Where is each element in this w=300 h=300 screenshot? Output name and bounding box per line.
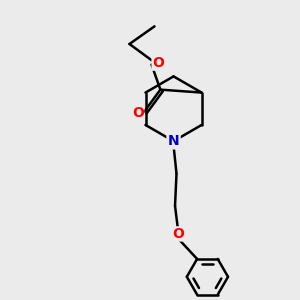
Text: O: O [132, 106, 144, 120]
Text: O: O [172, 227, 184, 241]
Text: O: O [152, 56, 164, 70]
Text: N: N [168, 134, 179, 148]
